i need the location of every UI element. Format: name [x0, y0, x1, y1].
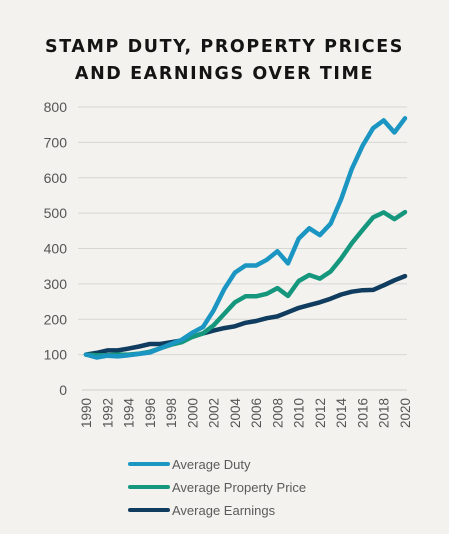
y-tick-label-0: 0 [59, 382, 67, 398]
series-line-average-duty [83, 116, 408, 360]
y-tick-label-800: 800 [44, 99, 68, 115]
legend-label-average-property-price: Average Property Price [172, 479, 307, 495]
x-tick-label-1996: 1996 [143, 398, 158, 428]
legend-swatch-average-property-price [128, 485, 170, 489]
x-tick-label-2018: 2018 [377, 398, 392, 428]
x-tick-label-2020: 2020 [398, 398, 413, 428]
x-tick-label-2010: 2010 [292, 398, 307, 428]
x-tick-label-2008: 2008 [270, 398, 285, 428]
y-tick-label-100: 100 [44, 347, 68, 363]
y-tick-label-400: 400 [44, 241, 68, 257]
x-tick-label-2002: 2002 [207, 398, 222, 428]
y-tick-label-700: 700 [44, 134, 68, 150]
legend-label-average-duty: Average Duty [172, 456, 251, 472]
x-tick-label-2004: 2004 [228, 398, 243, 429]
series-line-average-earnings [83, 273, 408, 357]
chart-title-line-1: STAMP DUTY, PROPERTY PRICES [44, 37, 404, 57]
y-tick-label-500: 500 [44, 205, 68, 221]
x-tick-label-1992: 1992 [100, 398, 115, 428]
x-tick-label-2016: 2016 [355, 398, 370, 428]
x-tick-label-2012: 2012 [313, 398, 328, 428]
legend-item-average-earnings: Average Earnings [128, 500, 275, 520]
chart-title-line-2: AND EARNINGS OVER TIME [74, 64, 375, 84]
legend-item-average-property-price: Average Property Price [128, 477, 306, 497]
y-tick-label-600: 600 [44, 170, 68, 186]
legend-item-average-duty: Average Duty [128, 454, 251, 474]
x-tick-label-2006: 2006 [249, 398, 264, 428]
legend-swatch-average-earnings [128, 508, 170, 512]
y-tick-label-300: 300 [44, 276, 68, 292]
y-tick-label-200: 200 [44, 311, 68, 327]
legend-swatch-average-duty [128, 462, 170, 466]
x-tick-label-2000: 2000 [185, 398, 200, 428]
x-tick-label-1998: 1998 [164, 398, 179, 428]
x-tick-label-1994: 1994 [122, 398, 137, 429]
x-tick-label-1990: 1990 [79, 398, 94, 428]
x-tick-label-2014: 2014 [334, 398, 349, 429]
legend-label-average-earnings: Average Earnings [172, 502, 276, 518]
